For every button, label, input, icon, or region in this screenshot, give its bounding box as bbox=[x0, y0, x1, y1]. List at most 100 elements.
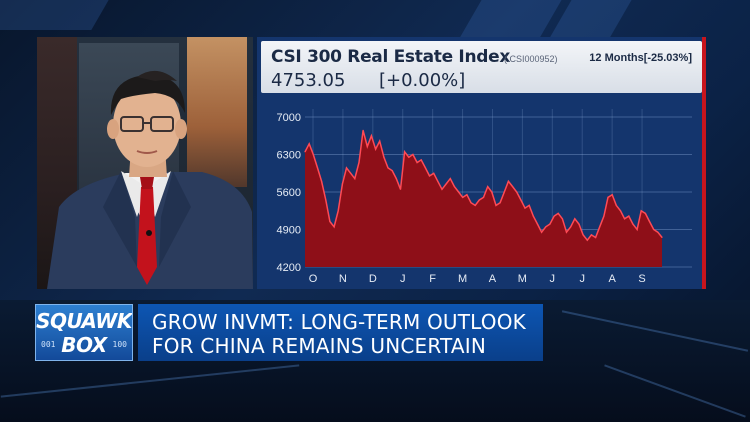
data-point bbox=[520, 199, 522, 201]
data-point bbox=[395, 178, 397, 180]
x-tick-label: J bbox=[400, 273, 406, 285]
chart-area-series bbox=[304, 129, 663, 267]
background-light-band bbox=[548, 0, 632, 40]
data-point bbox=[611, 194, 613, 196]
data-point bbox=[553, 215, 555, 217]
data-point bbox=[570, 226, 572, 228]
data-point bbox=[458, 191, 460, 193]
data-point bbox=[507, 180, 509, 182]
y-tick-label: 4900 bbox=[277, 225, 301, 237]
data-point bbox=[329, 220, 331, 223]
data-point bbox=[375, 148, 377, 150]
chart-header: CSI 300 Real Estate Index (.CSI000952) 1… bbox=[261, 41, 702, 93]
data-point bbox=[487, 186, 489, 188]
data-point bbox=[383, 156, 385, 158]
data-point bbox=[578, 223, 580, 225]
data-point bbox=[561, 218, 563, 220]
data-point bbox=[615, 204, 617, 206]
y-tick-label: 4200 bbox=[277, 262, 301, 274]
data-point bbox=[312, 153, 314, 156]
data-point bbox=[657, 231, 659, 233]
data-point bbox=[590, 234, 592, 236]
chart-ric-code: (.CSI000952) bbox=[504, 54, 558, 64]
chart-last-value: 4753.05 bbox=[271, 70, 346, 91]
y-tick-label: 7000 bbox=[277, 112, 301, 124]
x-tick-label: N bbox=[339, 273, 347, 285]
data-point bbox=[428, 175, 431, 177]
data-point bbox=[404, 151, 406, 153]
show-logo-digits-right: 100 bbox=[112, 340, 127, 349]
data-point bbox=[391, 170, 393, 172]
data-point bbox=[316, 167, 319, 169]
data-point bbox=[433, 172, 435, 174]
data-point bbox=[516, 191, 518, 193]
y-tick-label: 6300 bbox=[277, 150, 301, 162]
data-point bbox=[557, 212, 559, 214]
data-point bbox=[545, 226, 547, 228]
data-point bbox=[648, 220, 651, 223]
data-point bbox=[661, 236, 663, 238]
data-point bbox=[412, 153, 414, 156]
data-point bbox=[358, 161, 360, 164]
data-point bbox=[532, 215, 534, 217]
data-point bbox=[399, 188, 402, 190]
data-point bbox=[362, 129, 364, 131]
data-point bbox=[599, 226, 601, 228]
data-point bbox=[482, 196, 485, 198]
chart-day-change: [+0.00%] bbox=[379, 70, 466, 91]
data-point bbox=[437, 180, 439, 182]
data-point bbox=[325, 199, 327, 201]
data-point bbox=[466, 194, 468, 196]
data-point bbox=[653, 228, 655, 231]
data-point bbox=[640, 210, 642, 212]
data-point bbox=[474, 204, 476, 206]
show-logo-line2: BOX bbox=[61, 333, 107, 357]
data-point bbox=[354, 178, 356, 180]
data-point bbox=[632, 223, 634, 225]
data-point bbox=[308, 143, 310, 145]
x-tick-label: D bbox=[369, 273, 377, 285]
data-point bbox=[445, 183, 447, 185]
data-point bbox=[619, 210, 622, 212]
data-point bbox=[304, 151, 306, 153]
chart-period-change: 12 Months[-25.03%] bbox=[589, 52, 692, 64]
chart-y-axis: 7000 6300 5600 4900 4200 bbox=[277, 112, 301, 274]
data-point bbox=[345, 167, 348, 169]
data-point bbox=[441, 188, 443, 190]
x-tick-label: J bbox=[579, 273, 585, 285]
data-point bbox=[495, 204, 497, 206]
data-point bbox=[470, 202, 472, 204]
x-tick-label: A bbox=[489, 273, 497, 285]
headline-line-2: FOR CHINA REMAINS UNCERTAIN bbox=[152, 334, 487, 358]
data-point bbox=[453, 186, 455, 188]
x-tick-label: O bbox=[309, 273, 318, 285]
x-tick-label: M bbox=[518, 273, 527, 285]
data-point bbox=[636, 228, 638, 231]
x-tick-label: A bbox=[608, 273, 616, 285]
data-point bbox=[424, 167, 426, 169]
area-chart: 7000 6300 5600 4900 4200 O N D J F M A M J J A S bbox=[277, 109, 692, 285]
background-light-band bbox=[0, 0, 109, 30]
data-point bbox=[565, 231, 568, 233]
data-point bbox=[582, 234, 584, 236]
data-point bbox=[321, 180, 323, 182]
x-tick-label: J bbox=[550, 273, 556, 285]
data-point bbox=[341, 183, 343, 185]
data-point bbox=[491, 191, 493, 193]
data-point bbox=[420, 159, 422, 161]
data-point bbox=[595, 236, 597, 239]
y-tick-label: 5600 bbox=[277, 187, 301, 199]
data-point bbox=[366, 145, 368, 148]
show-logo-line1: SQUAWK bbox=[36, 309, 132, 333]
show-logo: SQUAWK BOX 001 100 bbox=[35, 304, 133, 361]
presenter-figure bbox=[47, 70, 253, 289]
data-point bbox=[499, 202, 501, 204]
data-point bbox=[624, 218, 626, 220]
headline-banner: GROW INVMT: LONG-TERM OUTLOOK FOR CHINA … bbox=[138, 304, 543, 361]
data-point bbox=[449, 178, 451, 180]
data-point bbox=[586, 239, 588, 241]
data-point bbox=[549, 223, 551, 225]
data-point bbox=[503, 191, 505, 193]
data-point bbox=[350, 172, 352, 174]
